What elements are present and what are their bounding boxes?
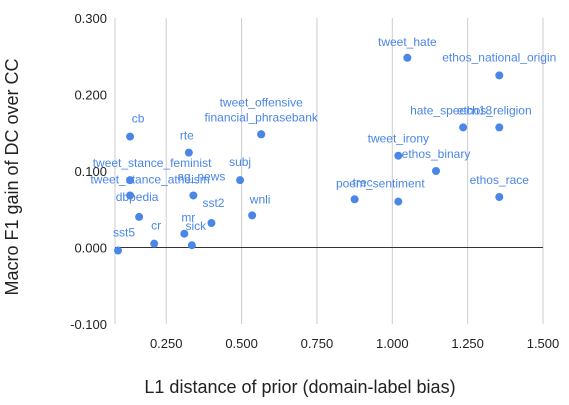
point-label: sst5 [113,226,135,240]
x-tick-label: 1.000 [376,336,409,351]
y-tick-label: 0.100 [74,164,107,179]
grid-lines [165,18,544,324]
point-label: ethos_national_origin [442,50,556,64]
y-tick-label: 0.200 [74,88,107,103]
point-label: tweet_irony [368,132,429,146]
axes [114,18,543,324]
data-point [126,191,135,200]
point-label: ethos_religion [457,103,532,117]
y-axis-title: Macro F1 gain of DC over CC [2,58,22,295]
data-point [459,123,468,132]
data-point [126,132,135,141]
data-point [189,191,198,200]
point-label: wnli [249,192,271,206]
point-label: sick [186,219,208,233]
x-axis-title: L1 distance of prior (domain-label bias) [144,377,455,397]
data-points [114,53,504,255]
point-label: dbpedia [116,190,159,204]
point-label: tweet_stance_feminist [93,156,212,170]
point-labels: tweet_hate ethos_national_origin tweet_off… [90,35,556,240]
point-label: poem_sentiment [336,177,425,191]
data-point [236,176,245,185]
y-tick-label: -0.100 [70,317,107,332]
point-label: tweet_hate [378,35,437,49]
data-point [184,148,193,157]
point-label: cb [132,112,145,126]
x-tick-label: 0.750 [301,336,334,351]
data-point [135,212,144,221]
y-tick-label: 0.300 [74,11,107,26]
data-point [495,123,504,132]
data-point [207,219,216,228]
data-point [432,167,440,175]
x-tick-label: 0.500 [225,336,258,351]
data-point [114,246,123,255]
x-tick-label: 1.250 [451,336,484,351]
data-point [126,176,135,185]
data-point [150,239,159,248]
point-label: trec [353,175,373,189]
data-point [495,71,504,80]
point-label: rte [180,129,194,143]
data-point [403,53,412,62]
x-tick-label: 0.250 [150,336,183,351]
data-point [257,130,266,139]
data-point [394,197,403,206]
point-label: ethos_race [470,173,530,187]
tick-labels: 0.250 0.500 0.750 1.000 1.250 1.500 -0.100 0.00… [70,11,559,351]
point-label: hate_speech18 [410,103,492,117]
point-label: tweet_stance_atheism [90,172,209,186]
point-label: subj [229,155,251,169]
point-label: cr [151,219,161,233]
point-label: ethos_binary [402,147,471,161]
data-point [350,195,359,204]
x-tick-label: 1.500 [527,336,560,351]
data-point [394,151,403,160]
point-label: sst2 [202,196,224,210]
data-point [187,241,196,250]
y-tick-label: 0.000 [74,241,107,256]
data-point [248,211,257,220]
point-label: financial_phrasebank [204,110,318,124]
data-point [495,193,504,202]
data-point [180,229,189,238]
point-label: ag_news [177,169,225,183]
point-label: mr [181,211,195,225]
point-label: tweet_offensive [220,95,303,109]
